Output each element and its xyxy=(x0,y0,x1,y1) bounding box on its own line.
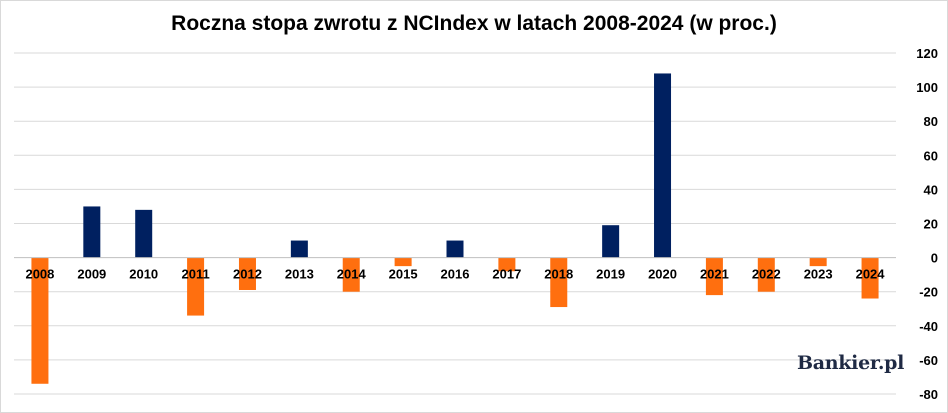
x-label-2021: 2021 xyxy=(700,267,729,282)
y-tick-label: 100 xyxy=(916,80,938,95)
bar-2008 xyxy=(31,257,49,384)
y-tick-label: 0 xyxy=(931,251,938,266)
y-tick-label: -80 xyxy=(919,387,938,402)
y-tick-label: 60 xyxy=(924,148,938,163)
bar-2019 xyxy=(602,225,620,258)
grid-lines xyxy=(14,52,896,395)
category-labels: 2008 2009 2010 2011 2012 2013 2014 2015 2016 2017… xyxy=(25,267,885,282)
x-label-2020: 2020 xyxy=(648,267,677,282)
bar-2016 xyxy=(446,240,464,258)
bankier-logo: Bankier.pl xyxy=(797,352,905,374)
x-label-2011: 2011 xyxy=(181,267,209,282)
bar-2017 xyxy=(498,257,516,272)
x-label-2023: 2023 xyxy=(804,267,833,282)
y-tick-label: 120 xyxy=(916,46,938,61)
bar-2010 xyxy=(135,209,153,258)
x-label-2013: 2013 xyxy=(285,267,314,282)
x-label-2010: 2010 xyxy=(129,267,158,282)
bar-2014 xyxy=(342,257,360,292)
x-label-2017: 2017 xyxy=(492,267,521,282)
bar-2011 xyxy=(187,257,205,316)
y-tick-label: 40 xyxy=(924,182,938,197)
x-label-2008: 2008 xyxy=(25,267,54,282)
y-tick-labels: -80 -60 -40 -20 0 20 40 60 80 100 120 xyxy=(916,46,938,402)
bar-2015 xyxy=(394,257,412,267)
x-label-2009: 2009 xyxy=(77,267,106,282)
x-label-2014: 2014 xyxy=(337,267,367,282)
y-tick-label: 20 xyxy=(924,217,938,232)
bar-2009 xyxy=(83,206,101,258)
x-label-2019: 2019 xyxy=(596,267,625,282)
bar-2020 xyxy=(654,73,672,258)
chart-title: Roczna stopa zwrotu z NCIndex w latach 2… xyxy=(171,12,777,35)
y-tick-label: -20 xyxy=(919,285,938,300)
x-label-2012: 2012 xyxy=(233,267,262,282)
x-label-2015: 2015 xyxy=(389,267,418,282)
bar-2023 xyxy=(809,257,827,267)
x-label-2016: 2016 xyxy=(441,267,470,282)
y-tick-label: -60 xyxy=(919,353,938,368)
y-tick-label: -40 xyxy=(919,319,938,334)
bar-2018 xyxy=(550,257,568,308)
bar-2013 xyxy=(290,240,308,258)
bar-2012 xyxy=(238,257,256,290)
bar-2022 xyxy=(757,257,775,292)
x-label-2018: 2018 xyxy=(544,267,573,282)
y-tick-label: 80 xyxy=(924,114,938,129)
x-label-2024: 2024 xyxy=(856,267,886,282)
bars xyxy=(31,73,879,384)
bar-2021 xyxy=(705,257,723,296)
x-label-2022: 2022 xyxy=(752,267,781,282)
bar-2024 xyxy=(861,257,879,299)
